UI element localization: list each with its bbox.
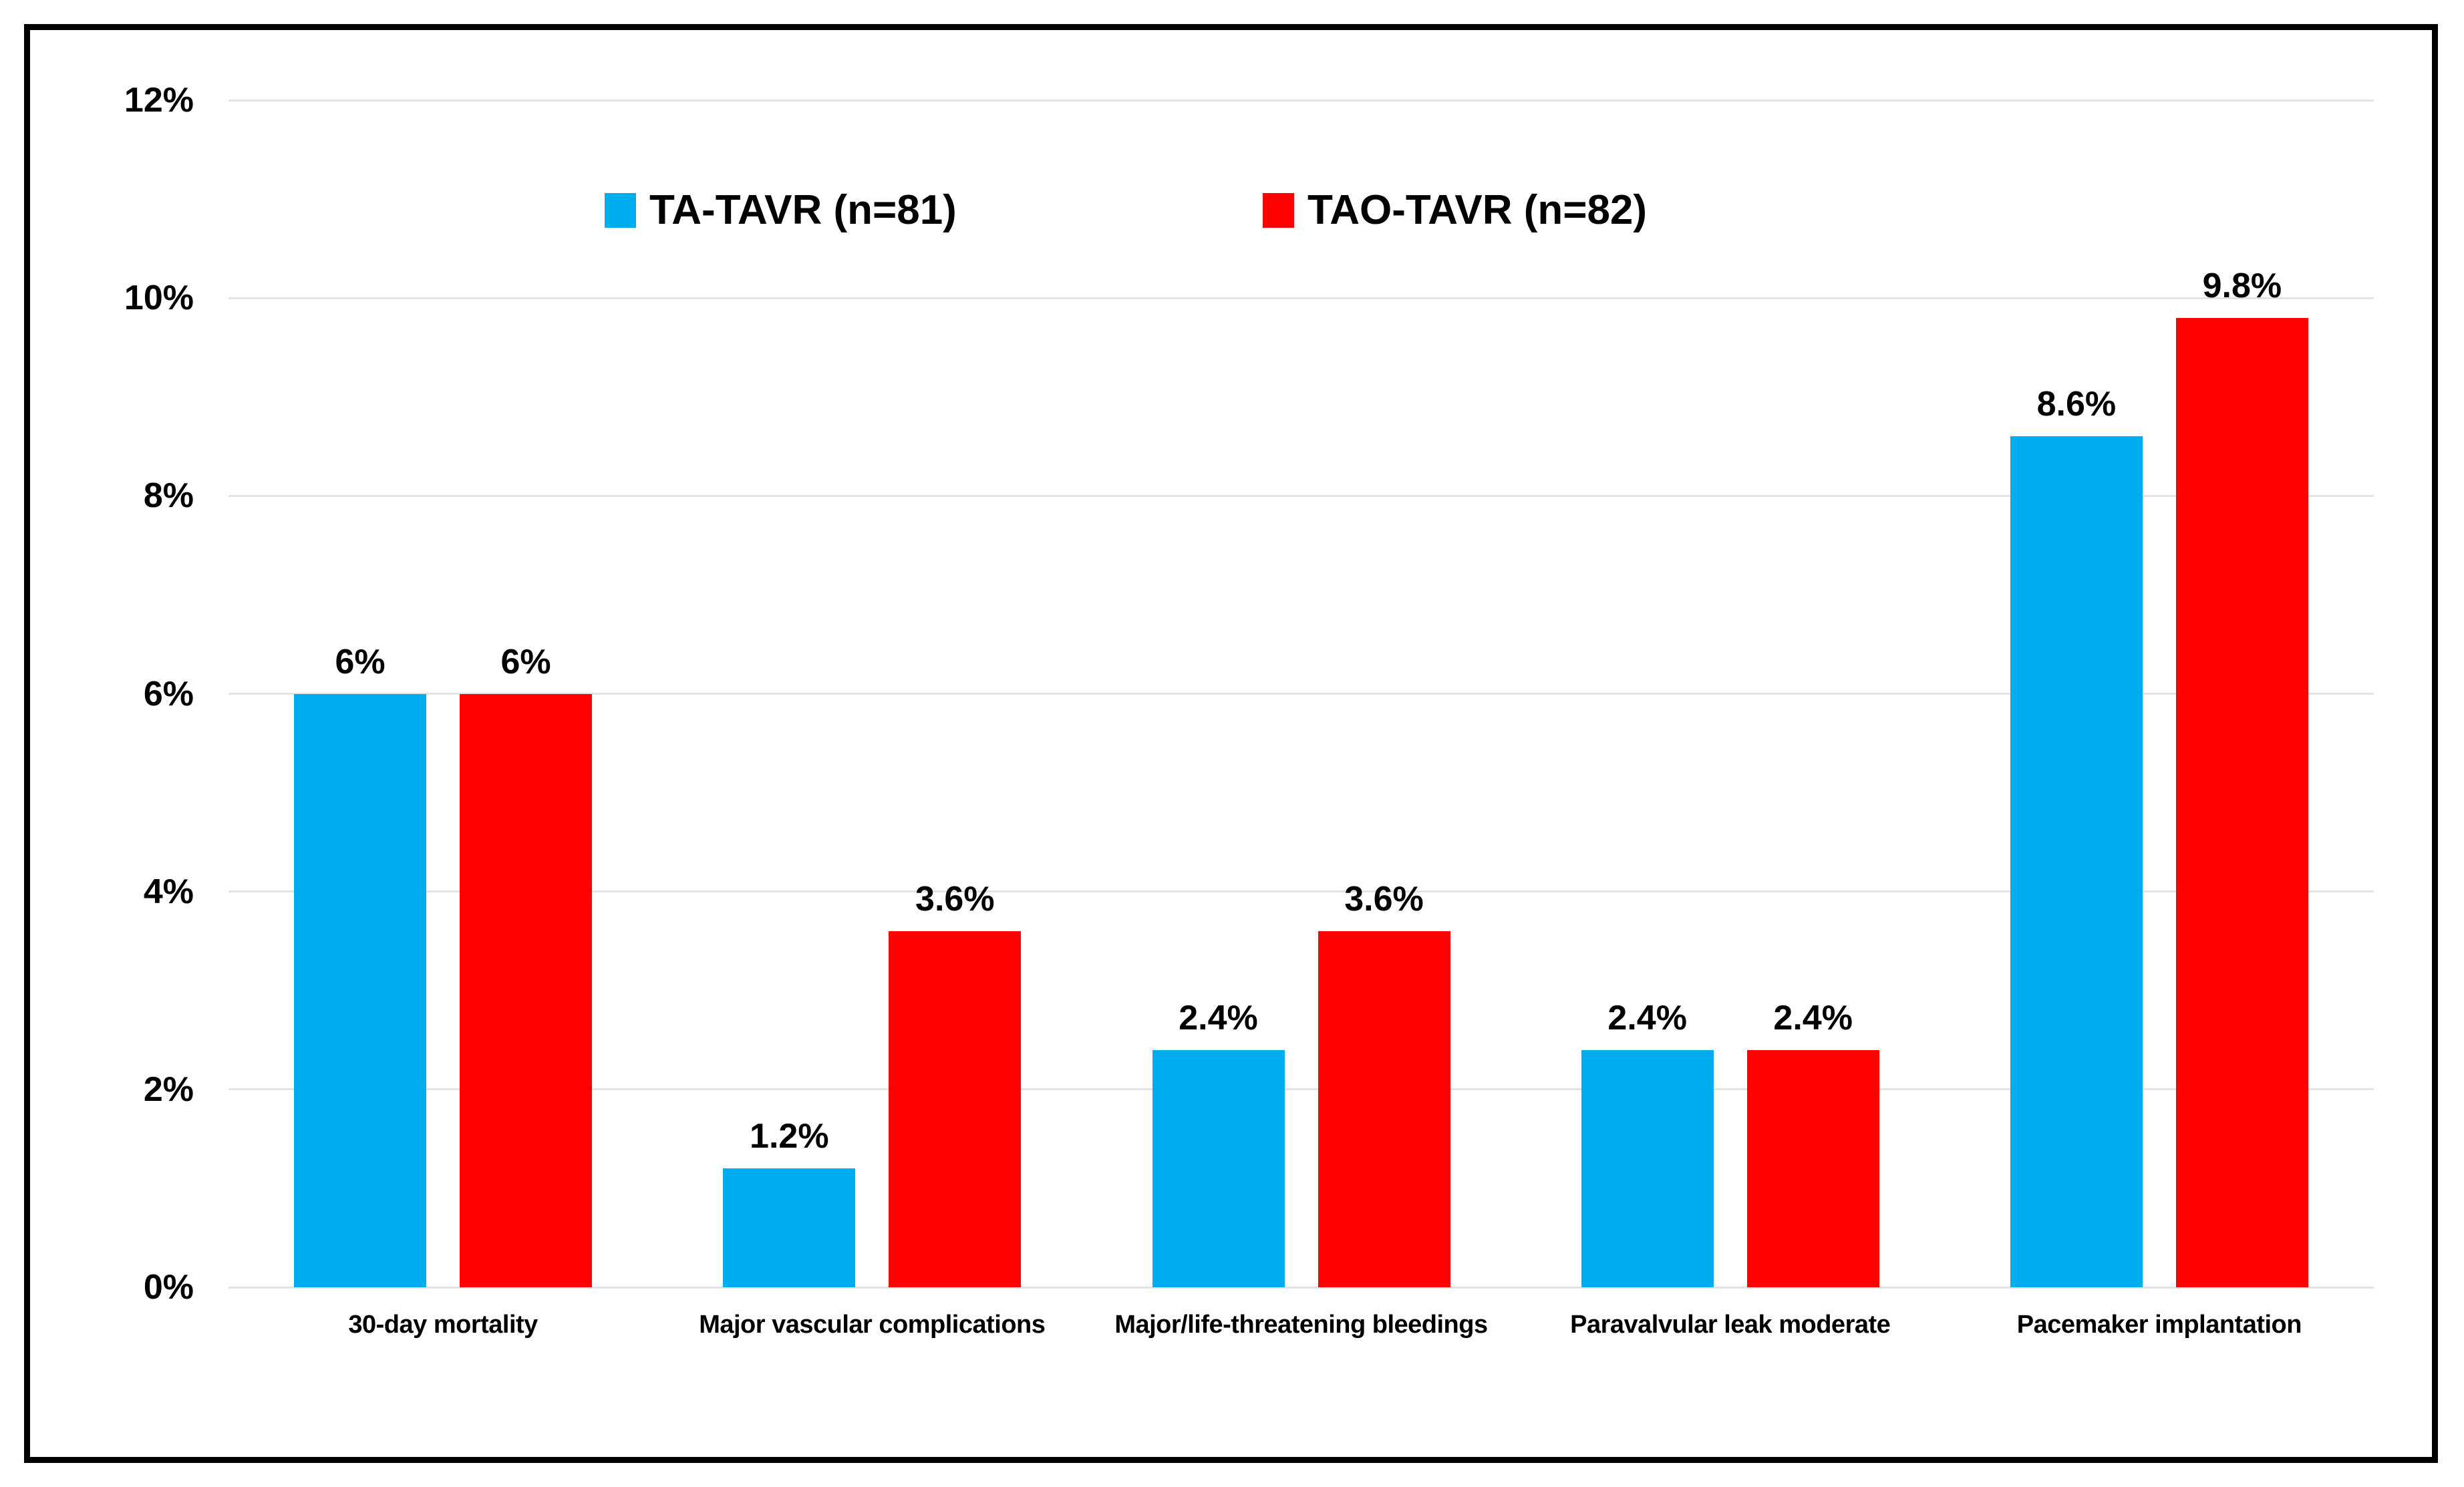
x-category-label: 30-day mortality [348,1311,538,1339]
y-tick-label: 0% [143,1268,194,1307]
bar-value-label: 2.4% [1773,998,1853,1037]
y-tick-label: 10% [124,279,194,318]
legend-item-ta-tavr: TA-TAVR (n=81) [605,179,957,242]
bar-tao-tavr [889,931,1022,1287]
bar-value-label: 2.4% [1179,998,1258,1037]
bar-value-label: 8.6% [2036,385,2117,424]
y-tick-label: 6% [143,674,194,713]
bar-ta-tavr [1152,1049,1285,1287]
legend-label-ta-tavr: TA-TAVR (n=81) [649,187,957,233]
bar-value-label: 2.4% [1607,998,1687,1037]
bar-ta-tavr [2010,436,2143,1287]
bar-tao-tavr [2175,317,2308,1287]
x-category-label: Major vascular complications [699,1311,1046,1339]
bar-value-label: 3.6% [915,879,995,919]
legend: TA-TAVR (n=81) TAO-TAVR (n=82) [0,179,2464,242]
bar-value-label: 6% [500,642,551,681]
legend-item-tao-tavr: TAO-TAVR (n=82) [1263,179,1647,242]
bar-value-label: 3.6% [1344,879,1424,919]
gridline [228,890,2374,893]
bar-tao-tavr [1746,1049,1879,1287]
y-tick-label: 12% [124,81,194,120]
legend-swatch-ta-tavr [605,193,636,228]
bar-ta-tavr [723,1168,856,1287]
bar-tao-tavr [460,693,593,1287]
x-category-label: Paravalvular leak moderate [1570,1311,1891,1339]
gridline [228,99,2374,102]
gridline [228,693,2374,695]
bar-value-label: 1.2% [750,1117,829,1156]
x-category-label: Major/life-threatening bleedings [1114,1311,1488,1339]
gridline [228,1088,2374,1091]
bar-ta-tavr [1581,1049,1714,1287]
plot-area: 6% 6% 1.2% 3.6% 2.4% 3.6% 2.4% 2.4% 8.6% 9.8% [228,99,2374,1289]
bar-value-label: 6% [335,642,386,681]
gridline [228,494,2374,497]
y-tick-label: 2% [143,1069,194,1109]
gridline [228,1286,2374,1289]
bar-tao-tavr [1318,931,1450,1287]
bar-value-label: 9.8% [2202,266,2282,305]
gridline [228,297,2374,299]
chart-frame [24,24,2438,1463]
x-category-label: Pacemaker implantation [2016,1311,2302,1339]
y-tick-label: 8% [143,476,194,516]
legend-label-tao-tavr: TAO-TAVR (n=82) [1307,187,1648,233]
y-tick-label: 4% [143,872,194,911]
bar-ta-tavr [294,693,427,1287]
legend-swatch-tao-tavr [1263,193,1294,228]
